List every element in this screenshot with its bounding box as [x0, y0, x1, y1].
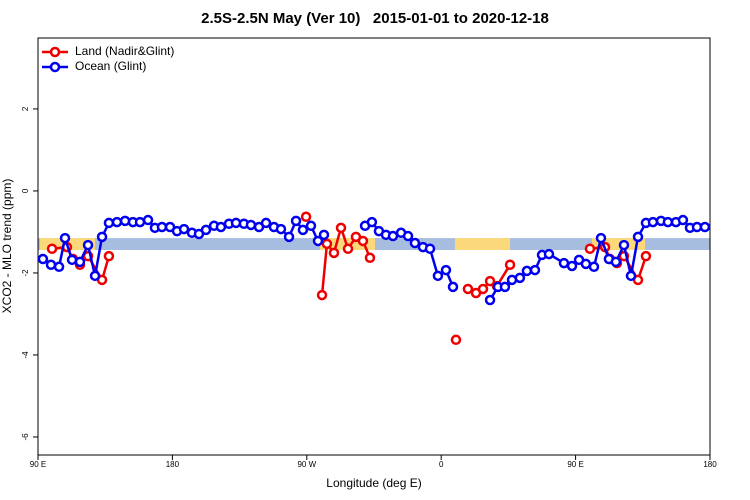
- point: [316, 289, 328, 301]
- point: [402, 230, 414, 242]
- point: [46, 243, 58, 255]
- point: [499, 281, 511, 293]
- point: [484, 294, 496, 306]
- point: [514, 272, 526, 284]
- point: [677, 214, 689, 226]
- point: [37, 253, 49, 265]
- point: [450, 334, 462, 346]
- legend-marker: [49, 61, 61, 73]
- point: [312, 235, 324, 247]
- chart-title: 2.5S-2.5N May (Ver 10) 2015-01-01 to 202…: [201, 10, 549, 27]
- point: [297, 224, 309, 236]
- point: [409, 237, 421, 249]
- point: [364, 252, 376, 264]
- x-tick-label: 90 W: [297, 460, 316, 469]
- point: [504, 259, 516, 270]
- x-tick-label: 180: [166, 460, 180, 469]
- point: [300, 211, 312, 223]
- highlight: [454, 238, 511, 250]
- point: [484, 275, 496, 287]
- series-line: [51, 223, 648, 296]
- point: [89, 270, 101, 282]
- highlight: [592, 238, 646, 250]
- point: [82, 239, 94, 251]
- y-tick-label: 2: [21, 106, 30, 111]
- point: [566, 260, 578, 272]
- point: [200, 224, 212, 236]
- point: [96, 231, 108, 243]
- point: [432, 270, 444, 282]
- point: [321, 238, 333, 250]
- point: [119, 215, 131, 227]
- point: [134, 216, 146, 228]
- point: [477, 283, 489, 295]
- legend-label: Ocean (Glint): [75, 59, 146, 73]
- point: [521, 265, 533, 277]
- point: [366, 216, 378, 228]
- point: [111, 216, 123, 228]
- point: [260, 217, 272, 229]
- point: [462, 283, 474, 295]
- point: [178, 223, 190, 235]
- point: [529, 264, 541, 276]
- point: [618, 239, 630, 251]
- point: [588, 261, 600, 273]
- y-tick-label: -2: [21, 269, 30, 277]
- y-axis-label: XCO2 - MLO trend (ppm): [0, 179, 14, 314]
- point: [424, 243, 436, 255]
- point: [335, 222, 347, 234]
- point: [447, 281, 459, 293]
- point: [584, 243, 596, 255]
- point: [440, 264, 452, 276]
- point: [662, 216, 674, 228]
- point: [103, 217, 115, 229]
- y-tick-label: -6: [21, 433, 30, 441]
- x-tick-label: 0: [439, 460, 444, 469]
- point: [387, 230, 399, 242]
- point: [53, 261, 65, 273]
- point: [245, 219, 257, 231]
- point: [156, 221, 168, 233]
- x-tick-label: 180: [703, 460, 717, 469]
- y-tick-label: 0: [21, 188, 30, 193]
- point: [699, 221, 711, 233]
- y-tick-label: -4: [21, 351, 30, 359]
- point: [305, 220, 317, 232]
- point: [647, 216, 659, 228]
- point: [632, 231, 644, 243]
- point: [595, 232, 607, 244]
- point: [45, 259, 57, 270]
- point: [610, 256, 622, 268]
- legend-label: Land (Nadir&Glint): [75, 44, 174, 58]
- point: [625, 270, 637, 282]
- point: [640, 250, 652, 262]
- point: [103, 250, 115, 262]
- point: [357, 235, 369, 247]
- point: [215, 221, 227, 233]
- point: [142, 214, 154, 226]
- legend-marker: [49, 46, 61, 58]
- plot-frame: [37, 37, 711, 456]
- point: [580, 258, 592, 270]
- point: [275, 223, 287, 235]
- x-tick-label: 90 E: [567, 460, 583, 469]
- point: [283, 231, 295, 243]
- point: [558, 257, 570, 269]
- point: [290, 215, 302, 227]
- point: [59, 232, 71, 244]
- x-tick-label: 90 E: [30, 460, 46, 469]
- point: [74, 256, 86, 268]
- point: [318, 229, 330, 241]
- x-axis-label: Longitude (deg E): [326, 476, 421, 490]
- point: [543, 248, 555, 260]
- point: [328, 247, 340, 259]
- point: [342, 243, 354, 255]
